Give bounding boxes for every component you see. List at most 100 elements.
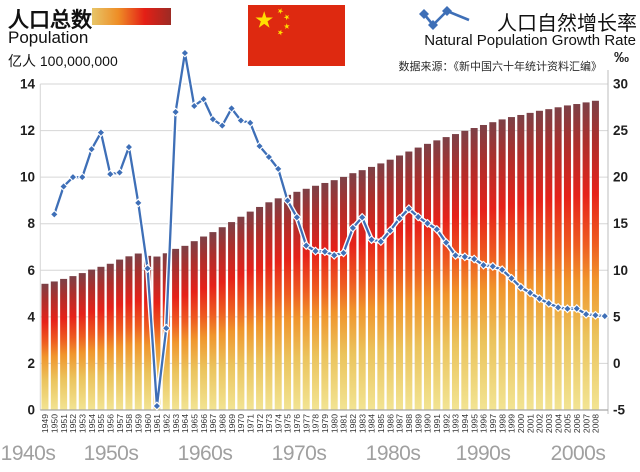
right-axis-tick-label: -5 <box>613 403 625 418</box>
year-tick-label: 1974 <box>273 414 283 433</box>
growth-marker <box>432 224 442 234</box>
year-tick-label: 1991 <box>432 414 442 433</box>
growth-marker <box>506 273 517 283</box>
growth-marker <box>562 304 573 314</box>
year-tick-label: 1988 <box>404 414 414 433</box>
growth-marker <box>77 172 87 182</box>
population-bar <box>433 140 441 410</box>
population-bar <box>358 170 366 410</box>
population-bar <box>256 206 264 410</box>
population-bar <box>423 143 431 410</box>
population-bar <box>507 117 515 411</box>
data-source-note: 数据来源：《新中国六十年统计资料汇编》 <box>398 61 603 73</box>
china-flag <box>248 5 345 66</box>
population-bar <box>78 273 86 410</box>
growth-marker <box>422 218 433 228</box>
year-tick-label: 1957 <box>115 414 125 433</box>
population-bar <box>591 100 599 410</box>
left-axis-tick-label: 2 <box>27 356 35 371</box>
growth-marker <box>282 196 293 206</box>
population-bar <box>368 166 376 410</box>
population-bar <box>461 130 469 410</box>
population-bar <box>153 256 161 410</box>
year-tick-label: 1969 <box>227 414 237 433</box>
growth-marker <box>217 121 227 131</box>
year-tick-label: 1949 <box>40 414 50 433</box>
population-bar <box>293 191 301 410</box>
year-tick-label: 1992 <box>441 414 451 433</box>
growth-marker <box>338 248 349 258</box>
population-bar <box>349 173 357 410</box>
growth-marker <box>478 260 489 270</box>
growth-marker <box>544 298 554 308</box>
growth-marker <box>292 212 302 222</box>
flag-small-star <box>277 8 284 15</box>
year-tick-label: 1978 <box>311 414 321 433</box>
population-title-en: Population <box>8 28 89 47</box>
right-axis-tick-label: 30 <box>613 77 628 92</box>
population-bar <box>470 128 478 410</box>
decade-label: 1990s <box>456 442 511 465</box>
right-axis-tick-label: 10 <box>613 263 628 278</box>
population-bar <box>377 163 385 410</box>
population-bar <box>246 211 254 410</box>
growth-marker <box>534 294 545 304</box>
flag-small-star <box>283 23 290 29</box>
year-tick-label: 1987 <box>395 414 405 433</box>
year-tick-label: 1972 <box>255 414 265 433</box>
growth-marker <box>460 252 470 262</box>
growth-marker <box>245 118 255 128</box>
growth-marker <box>497 265 507 275</box>
growth-rate-line-icon <box>419 6 470 30</box>
growth-marker <box>226 103 237 113</box>
growth-marker <box>254 141 265 151</box>
year-tick-label: 1955 <box>96 414 106 433</box>
left-axis-unit-label: 亿人 100,000,000 <box>8 53 118 69</box>
year-tick-label: 1956 <box>105 414 115 433</box>
right-axis-tick-label: 5 <box>613 309 621 324</box>
population-bar <box>330 180 338 410</box>
year-tick-label: 1961 <box>152 414 162 433</box>
year-tick-label: 1994 <box>460 414 470 433</box>
growth-marker <box>49 209 59 219</box>
population-bar <box>41 283 49 410</box>
population-bar <box>218 227 226 410</box>
growth-marker <box>115 167 125 178</box>
population-bar <box>200 236 208 410</box>
year-tick-label: 1951 <box>59 414 69 433</box>
growth-marker <box>301 240 311 251</box>
year-tick-label: 1971 <box>245 414 255 433</box>
left-axis-tick-label: 10 <box>20 170 35 185</box>
growth-marker <box>581 309 591 319</box>
year-tick-label: 1979 <box>320 414 330 433</box>
year-tick-label: 2002 <box>535 414 545 433</box>
growth-marker <box>208 114 218 124</box>
population-bar <box>582 102 590 410</box>
year-tick-label: 1977 <box>301 414 311 433</box>
population-title-zh: 人口总数 <box>8 9 92 32</box>
growth-marker <box>600 311 610 321</box>
growth-marker <box>143 263 153 274</box>
year-tick-label: 2005 <box>563 414 573 433</box>
population-bar <box>106 263 114 410</box>
growth-marker <box>404 204 414 214</box>
right-axis-tick-label: 25 <box>613 123 629 138</box>
year-tick-label: 1965 <box>189 414 199 433</box>
population-bar <box>563 105 571 411</box>
right-axis-tick-label: 15 <box>613 216 629 231</box>
decade-label: 1970s <box>272 442 327 465</box>
population-bar <box>498 119 506 410</box>
growth-marker <box>516 282 526 292</box>
growth-marker <box>273 164 283 174</box>
population-bar <box>321 182 329 410</box>
growth-marker <box>441 237 451 248</box>
population-bar <box>144 255 152 410</box>
year-tick-label: 2008 <box>591 414 601 433</box>
year-tick-label: 1968 <box>217 414 227 433</box>
year-tick-label: 1989 <box>413 414 423 433</box>
growth-marker <box>189 101 199 111</box>
year-tick-label: 2003 <box>544 414 554 433</box>
year-tick-label: 1960 <box>143 414 153 433</box>
